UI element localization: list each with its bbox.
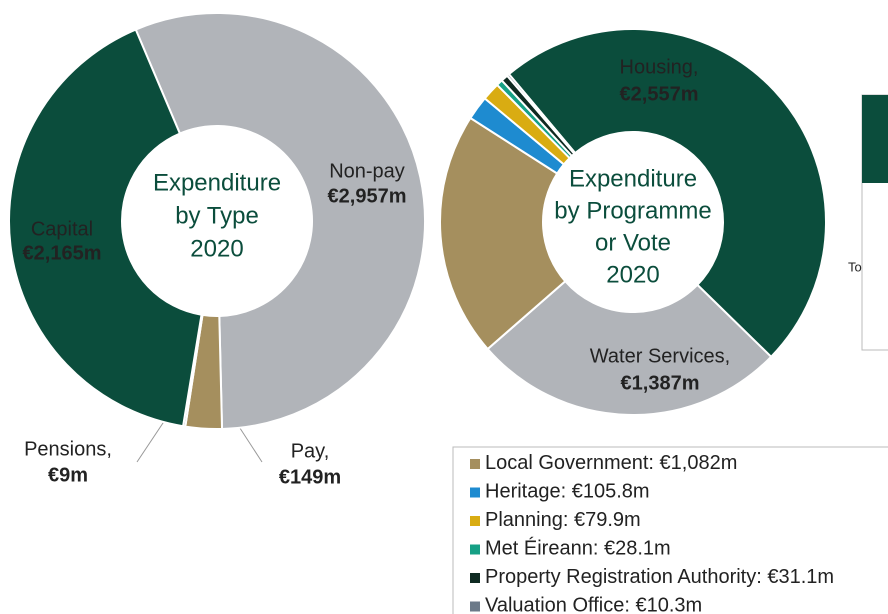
side-panel-text: To <box>848 259 862 274</box>
segment-label: Pensions, <box>24 438 112 460</box>
donut-segment <box>486 279 773 416</box>
legend-entry: Local Government: €1,082m <box>485 452 737 474</box>
legend-label: Heritage: <box>485 481 566 503</box>
legend-label: Met Éireann: <box>485 537 598 560</box>
center-title: Expenditure <box>153 169 281 196</box>
legend-swatch <box>470 487 480 498</box>
legend-label: Planning: <box>485 509 568 531</box>
segment-value: €9m <box>48 464 88 486</box>
legend-box <box>452 446 888 614</box>
side-panel-header <box>862 95 888 183</box>
center-title: by Programme <box>554 197 711 224</box>
legend-swatch <box>470 459 480 469</box>
donut-segment <box>8 28 203 428</box>
center-title: 2020 <box>190 235 243 262</box>
legend-entry: Heritage: €105.8m <box>485 481 650 503</box>
segment-value: €2,957m <box>328 185 407 207</box>
legend-value: €10.3m <box>635 595 702 614</box>
legend-label: Property Registration Authority: <box>485 566 762 588</box>
legend-swatch <box>470 573 480 583</box>
legend-entry: Property Registration Authority: €31.1m <box>485 566 834 588</box>
segment-label: Housing, <box>620 56 699 78</box>
segment-label: Pay, <box>291 440 330 462</box>
segment-label: Non-pay <box>329 160 405 182</box>
donut-segment <box>134 12 426 430</box>
legend-value: €79.9m <box>574 509 641 531</box>
center-title: or Vote <box>595 229 671 256</box>
legend-swatch <box>470 601 480 612</box>
center-title: by Type <box>175 202 259 229</box>
center-title: 2020 <box>606 261 659 288</box>
segment-value: €1,387m <box>621 372 700 394</box>
donut-segment <box>507 28 827 359</box>
legend-swatch <box>470 516 480 526</box>
segment-value: €2,557m <box>620 83 699 105</box>
segment-value: €149m <box>279 466 341 488</box>
legend-value: €1,082m <box>660 452 738 474</box>
center-title: Expenditure <box>569 165 697 192</box>
segment-value: €2,165m <box>23 242 102 264</box>
donut-segment <box>505 72 577 156</box>
legend-swatch <box>470 544 480 555</box>
donut-segment <box>439 116 567 351</box>
segment-label: Water Services, <box>590 345 730 367</box>
legend-entry: Valuation Office: €10.3m <box>485 595 702 614</box>
legend-entry: Planning: €79.9m <box>485 509 641 531</box>
legend-value: €31.1m <box>767 566 834 588</box>
legend-value: €28.1m <box>604 538 671 560</box>
legend-entry: Met Éireann: €28.1m <box>485 537 671 560</box>
segment-label: Capital <box>31 218 93 240</box>
legend-label: Valuation Office: <box>485 595 630 614</box>
legend-label: Local Government: <box>485 452 654 474</box>
legend-value: €105.8m <box>572 481 650 503</box>
